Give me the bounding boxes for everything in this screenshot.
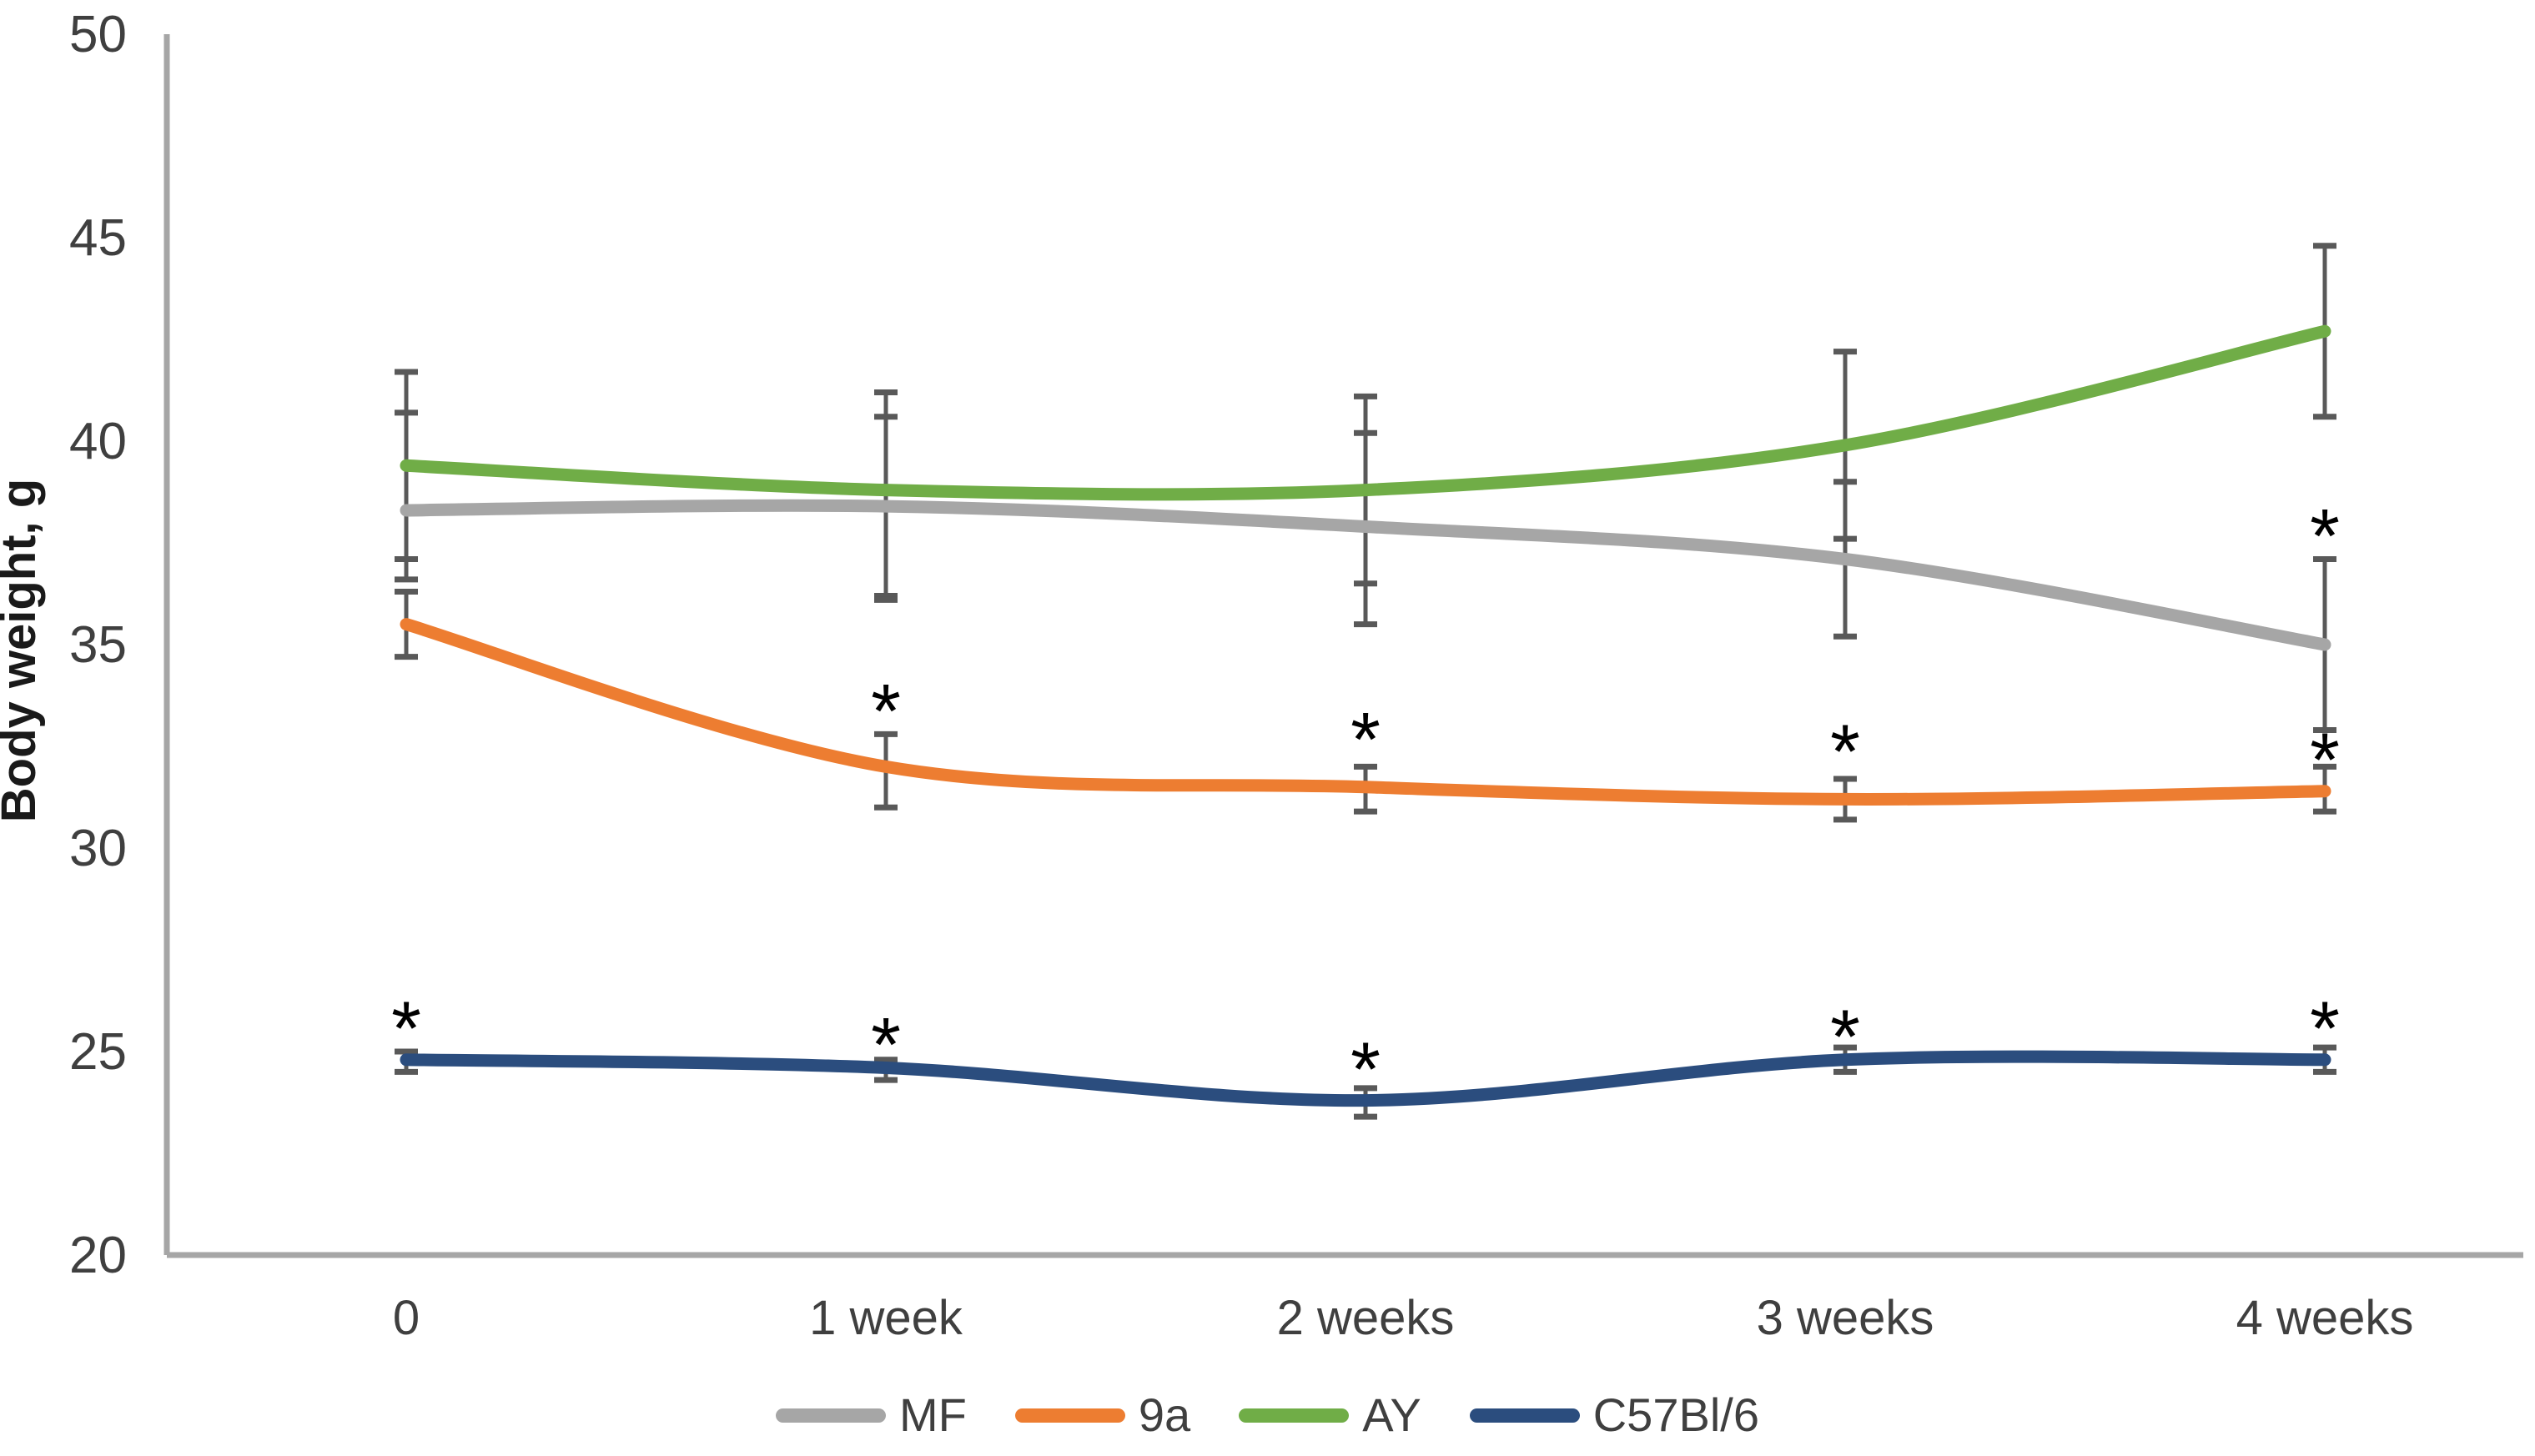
legend-swatch	[1014, 1408, 1125, 1423]
series-line-MF	[400, 499, 2331, 651]
y-tick-label: 25	[69, 1023, 127, 1081]
x-tick-label: 0	[393, 1291, 420, 1345]
legend-label: 9a	[1138, 1388, 1191, 1441]
significance-asterisk: *	[1830, 710, 1860, 795]
legend-label: MF	[899, 1388, 967, 1441]
legend-label: AY	[1362, 1388, 1421, 1441]
significance-asterisk: *	[2310, 718, 2340, 803]
x-tick-label: 2 weeks	[1277, 1291, 1455, 1345]
series-line-AY	[400, 324, 2331, 501]
y-tick-label: 20	[69, 1227, 127, 1284]
significance-asterisk: *	[391, 987, 421, 1072]
series-line-9a	[400, 618, 2331, 806]
y-axis-title: Body weight, g	[0, 479, 46, 822]
chart-legend: MF 9a AY C57Bl/6	[0, 1378, 2535, 1453]
legend-item-9a: 9a	[1014, 1388, 1191, 1441]
y-tick-label: 50	[69, 6, 127, 63]
significance-asterisk: *	[1350, 1027, 1381, 1112]
y-tick-label: 35	[69, 616, 127, 674]
significance-asterisk: *	[2310, 495, 2340, 580]
legend-item-MF: MF	[776, 1392, 967, 1438]
y-tick-label: 40	[69, 413, 127, 470]
x-tick-label: 3 weeks	[1757, 1291, 1934, 1345]
legend-swatch	[776, 1408, 887, 1423]
significance-asterisk: *	[2310, 987, 2340, 1072]
significance-asterisk: *	[871, 1003, 901, 1088]
significance-asterisk: *	[1350, 698, 1381, 783]
legend-label: C57Bl/6	[1592, 1388, 1759, 1441]
x-tick-label: 1 week	[809, 1291, 963, 1345]
significance-asterisk: *	[1830, 995, 1860, 1080]
x-tick-label: 4 weeks	[2236, 1291, 2414, 1345]
legend-item-C57Bl/6: C57Bl/6	[1469, 1388, 1759, 1441]
significance-asterisk: *	[871, 669, 901, 754]
y-tick-label: 45	[69, 209, 127, 267]
legend-swatch	[1469, 1408, 1580, 1423]
series-line-C57Bl/6	[400, 1050, 2331, 1107]
legend-item-AY: AY	[1239, 1392, 1421, 1438]
y-tick-label: 30	[69, 820, 127, 877]
legend-swatch	[1239, 1408, 1350, 1423]
